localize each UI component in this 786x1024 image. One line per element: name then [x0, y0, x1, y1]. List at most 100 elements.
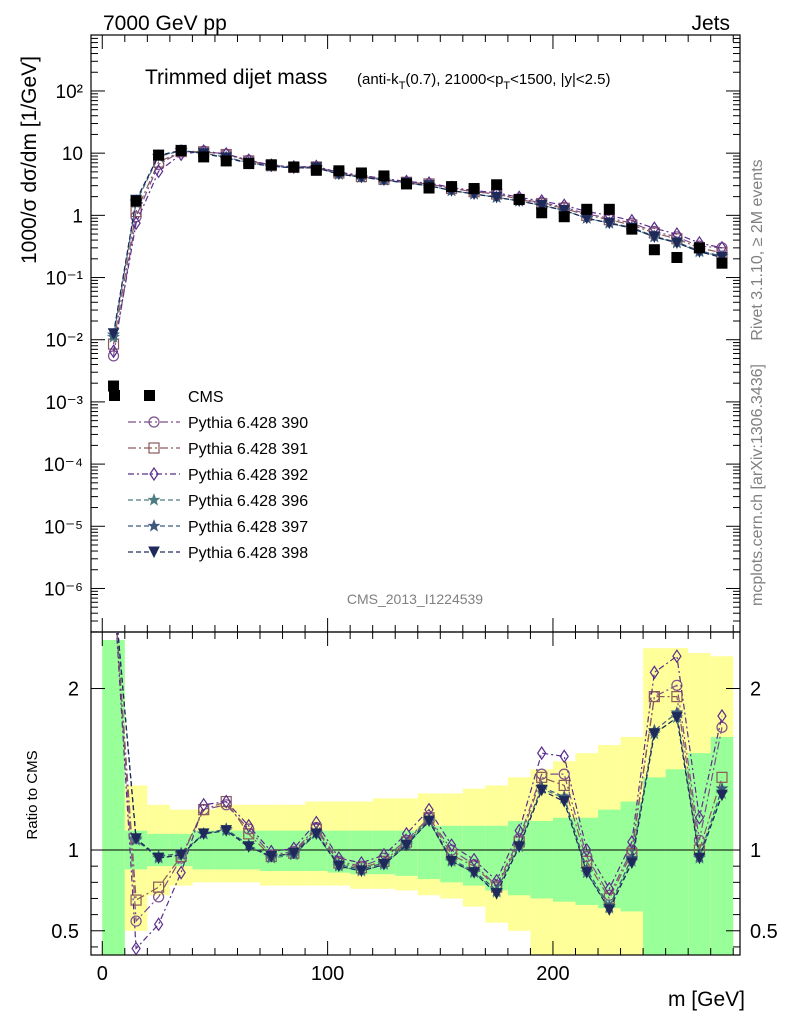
y-tick-label-bottom-right: 2	[750, 679, 761, 701]
ratio-point-6	[355, 865, 368, 878]
ratio-point-6	[671, 712, 683, 724]
series-line-6	[112, 149, 723, 334]
legend-label-2: Pythia 6.428 391	[188, 441, 308, 458]
data-point	[491, 179, 503, 191]
data-point	[288, 161, 300, 173]
data-point	[175, 145, 187, 157]
ratio-point-6	[197, 828, 210, 840]
legend-marker-4	[147, 493, 161, 506]
ratio-point-3	[717, 708, 727, 724]
ratio-panel: 0 100 200 0.5 0.5 1 1 2 2	[51, 631, 778, 985]
data-point	[536, 207, 548, 219]
ratio-point-6	[288, 847, 300, 860]
y-tick-label-top: 10⁻²	[46, 331, 84, 352]
inner-band-bin	[305, 830, 328, 872]
ratio-point-6	[580, 867, 593, 879]
inner-band-bin	[530, 820, 553, 899]
y-tick-label-top: 10⁻³	[46, 393, 84, 414]
legend-marker-3	[149, 466, 159, 482]
ratio-point-2	[130, 894, 142, 906]
series-point-6	[490, 191, 503, 204]
legend-marker-5	[147, 519, 161, 532]
legend-label-4: Pythia 6.428 396	[188, 493, 308, 510]
ratio-line-1	[116, 632, 723, 923]
ratio-point-3	[582, 842, 592, 858]
legend-marker-6	[148, 546, 160, 559]
ratio-point-6	[626, 857, 638, 870]
legend: CMS Pythia 6.428 390 Pythia 6.428 391 Pythi…	[109, 389, 308, 562]
inner-band-bin	[350, 830, 373, 875]
ratio-point-6	[378, 859, 390, 871]
legend-label-6: Pythia 6.428 398	[188, 545, 308, 562]
legend-data-marker	[144, 390, 155, 401]
data-point	[265, 159, 277, 171]
chart-title: Trimmed dijet mass	[145, 66, 327, 89]
ratio-line-2	[116, 632, 723, 902]
ratio-point-3	[627, 834, 637, 850]
series-point-6	[107, 328, 120, 340]
series-line-5	[112, 149, 723, 335]
series-line-2	[112, 150, 723, 345]
series-point-3	[108, 344, 119, 359]
y-axis-label-top: 1000/σ dσ/dm [1/GeV]	[18, 56, 41, 264]
main-panel-frame	[90, 34, 741, 633]
x-tick-label: 0	[97, 963, 108, 985]
legend-label-data: CMS	[188, 389, 224, 406]
y-axis-label-bottom: Ratio to CMS	[24, 750, 41, 839]
data-point	[220, 155, 232, 167]
rivet-version-label: Rivet 3.1.10, ≥ 2M events	[749, 159, 766, 340]
mcplots-label: mcplots.cern.ch [arXiv:1306.3436]	[749, 364, 766, 606]
ratio-point-6	[693, 852, 706, 865]
series-line-4	[112, 149, 723, 338]
data-point	[400, 178, 412, 190]
ratio-series-group	[115, 632, 729, 955]
y-tick-label-top: 10⁻⁴	[44, 455, 83, 476]
ratio-point-2	[671, 690, 683, 703]
series-line-3	[112, 150, 723, 352]
legend-data-marker-alt	[109, 390, 120, 401]
ratio-point-3	[221, 794, 231, 809]
ratio-point-1	[671, 679, 683, 691]
data-point	[355, 167, 367, 179]
header-jets-label: Jets	[691, 12, 730, 35]
y-tick-label-top: 10⁻⁶	[44, 579, 83, 600]
ratio-point-6	[130, 833, 142, 845]
x-axis-label: m [GeV]	[668, 988, 745, 1011]
ratio-point-3	[604, 881, 615, 896]
y-tick-label-bottom-right: 1	[750, 840, 761, 862]
x-tick-label: 100	[311, 963, 344, 985]
ratio-point-3	[694, 810, 705, 825]
main-panel: 10⁻⁶ 10⁻⁵ 10⁻⁴ 10⁻³ 10⁻² 10⁻¹ 1 10 10²	[44, 34, 741, 633]
ratio-point-2	[153, 881, 165, 893]
y-tick-label-bottom: 0.5	[51, 921, 79, 943]
analysis-tag: CMS_2013_I1224539	[347, 591, 483, 607]
chart-subtitle: (anti-kT(0.7), 21000<pT<1500, |y|<2.5)	[357, 71, 611, 92]
series-point-6	[558, 204, 571, 217]
data-point	[108, 380, 120, 392]
y-tick-label-bottom: 1	[68, 840, 79, 862]
ratio-line-5	[117, 632, 723, 908]
inner-band-bin	[665, 769, 689, 955]
ratio-panel-frame	[90, 631, 741, 956]
ratio-point-3	[514, 823, 524, 838]
ratio-point-3	[559, 749, 569, 764]
ratio-point-2	[648, 690, 660, 703]
ratio-point-6	[648, 728, 661, 740]
data-point	[671, 251, 683, 263]
legend-label-3: Pythia 6.428 392	[188, 467, 308, 484]
data-point	[423, 182, 435, 194]
data-point	[693, 242, 705, 254]
series-point-6	[535, 199, 548, 212]
ratio-point-6	[242, 841, 255, 853]
data-point	[333, 165, 345, 177]
ratio-point-3	[446, 838, 457, 853]
y-tick-label-top: 10	[62, 144, 83, 165]
ratio-point-3	[176, 865, 186, 880]
ratio-point-6	[468, 867, 480, 879]
y-tick-label-top: 10⁻¹	[46, 269, 84, 290]
y-tick-label-top: 10⁻⁵	[44, 517, 83, 538]
ratio-point-3	[536, 746, 547, 761]
data-point	[626, 223, 638, 235]
data-point	[378, 170, 390, 182]
